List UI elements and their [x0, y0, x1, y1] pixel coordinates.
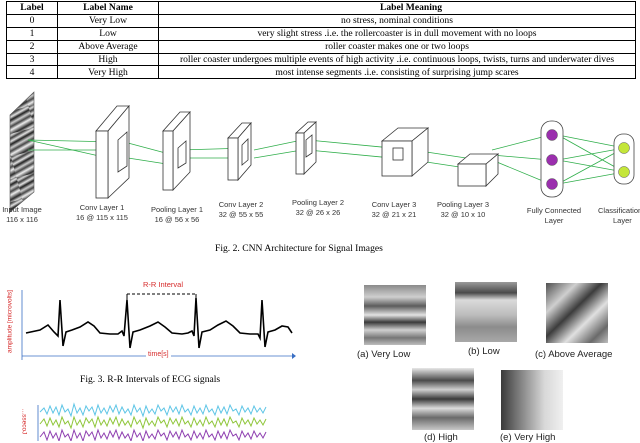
- ecg-signal: [25, 297, 293, 349]
- fc-neuron: [546, 129, 558, 141]
- pooling-layer-3-label: Pooling Layer 3 32 @ 10 x 10: [430, 200, 496, 220]
- fc-neuron: [546, 178, 558, 190]
- pooling-layer-3-box: [456, 153, 500, 187]
- layer-dims: 32 @ 55 x 55: [218, 210, 264, 219]
- rr-interval-label: R-R Interval: [143, 280, 184, 289]
- classification-label: Classification Layer: [598, 206, 640, 226]
- signal-trace-cyan: [39, 402, 267, 418]
- fc-line1: Fully Connected: [526, 206, 582, 215]
- input-image: [9, 91, 35, 213]
- pooling-layer-2-label: Pooling Layer 2 32 @ 26 x 26: [285, 198, 351, 218]
- cls-line1: Classification: [598, 206, 640, 215]
- class-neuron: [618, 142, 630, 154]
- layer-name: Conv Layer 2: [218, 200, 264, 209]
- lower-signal-plot: [37, 402, 267, 441]
- caption-high: (d) High: [424, 432, 458, 443]
- ecg-amplitude-label: amplitude [microvolts]: [6, 290, 14, 353]
- fully-connected-layer: [540, 120, 564, 198]
- layer-dims: 16 @ 56 x 56: [154, 215, 200, 224]
- fc-line2: Layer: [544, 216, 564, 225]
- ecg-plot: [21, 290, 296, 360]
- input-image-name: Input Image: [2, 205, 42, 214]
- signal-image-low: [455, 282, 517, 342]
- signal-trace-green: [39, 415, 267, 430]
- pooling-layer-1-box: [162, 110, 191, 192]
- signal-image-above-average: [546, 283, 608, 343]
- conv-layer-3-box: [380, 127, 430, 177]
- classification-layer: [613, 133, 635, 185]
- layer-name: Pooling Layer 3: [436, 200, 490, 209]
- conv-layer-3-label: Conv Layer 3 32 @ 21 x 21: [363, 200, 425, 220]
- layer-dims: 32 @ 10 x 10: [440, 210, 486, 219]
- pooling-layer-1-label: Pooling Layer 1 16 @ 56 x 56: [145, 205, 209, 225]
- fc-neuron: [546, 154, 558, 166]
- conv-layer-2-label: Conv Layer 2 32 @ 55 x 55: [210, 200, 272, 220]
- connection-lines: [27, 134, 625, 185]
- conv-layer-2-box: [227, 121, 252, 182]
- signal-image-high: [412, 368, 474, 430]
- layer-dims: 16 @ 115 x 115: [76, 213, 128, 222]
- table-cell: most intense segments .i.e. consisting o…: [158, 65, 636, 80]
- class-neuron: [618, 166, 630, 178]
- table-header-row: Label Label Name Label Meaning: [6, 1, 636, 15]
- layer-name: Conv Layer 1: [79, 203, 125, 212]
- layer-name: Pooling Layer 2: [291, 198, 345, 207]
- pooling-layer-2-box: [294, 121, 318, 175]
- layer-name: Pooling Layer 1: [150, 205, 204, 214]
- conv-layer-1-box: [95, 104, 130, 199]
- table-row: 1 Low very slight stress .i.e. the rolle…: [6, 26, 636, 41]
- layer-dims: 32 @ 26 x 26: [295, 208, 341, 217]
- layer-name: Conv Layer 3: [371, 200, 417, 209]
- signal-image-very-low: [364, 285, 426, 345]
- ecg-time-label: time[s]: [146, 351, 171, 358]
- lower-plot-y-label: ...ssecoJ: [20, 408, 28, 435]
- fully-connected-label: Fully Connected Layer: [520, 206, 588, 226]
- conv-layer-1-label: Conv Layer 1 16 @ 115 x 115: [72, 203, 132, 223]
- table-row: 4 Very High most intense segments .i.e. …: [6, 65, 636, 80]
- figure-3-caption: Fig. 3. R-R Intervals of ECG signals: [80, 374, 221, 385]
- signal-trace-purple: [39, 428, 267, 441]
- input-image-label: Input Image 116 x 116: [0, 205, 44, 225]
- caption-very-high: (e) Very High: [500, 432, 556, 443]
- caption-above-average: (c) Above Average: [535, 349, 613, 360]
- input-image-dims: 116 x 116: [6, 215, 38, 224]
- signal-image-very-high: [501, 370, 563, 430]
- layer-dims: 32 @ 21 x 21: [371, 210, 417, 219]
- label-table: Label Label Name Label Meaning 0 Very Lo…: [6, 1, 636, 80]
- caption-very-low: (a) Very Low: [357, 349, 411, 360]
- figure-2-caption: Fig. 2. CNN Architecture for Signal Imag…: [215, 243, 383, 254]
- cls-line2: Layer: [613, 216, 632, 225]
- caption-low: (b) Low: [468, 346, 500, 357]
